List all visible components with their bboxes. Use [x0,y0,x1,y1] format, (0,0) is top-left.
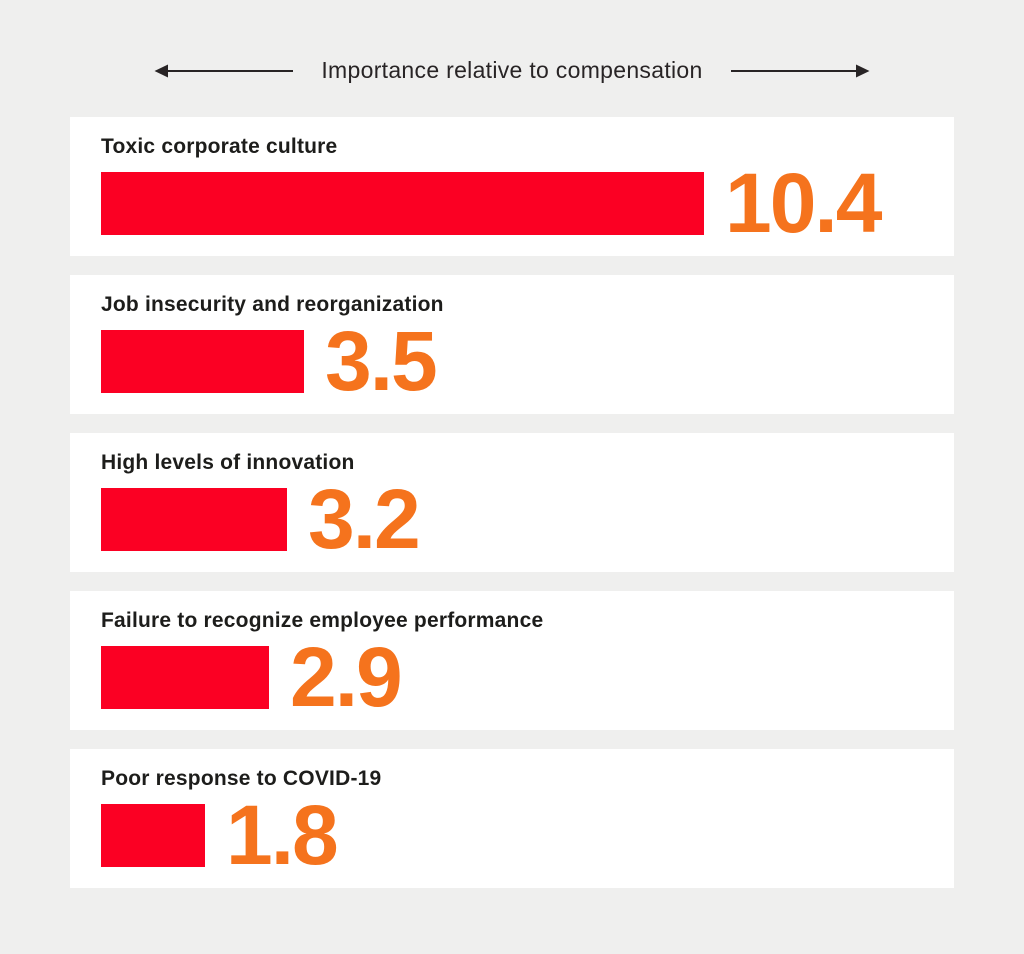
bar-value-label: 3.2 [308,472,421,566]
bar-value-label: 2.9 [290,630,403,724]
bar-list: Toxic corporate culture 10.4 Job insecur… [70,117,954,888]
bar [101,646,269,709]
bar [101,172,704,235]
bar-row-card: Toxic corporate culture 10.4 [70,117,954,256]
bar-row-card: Job insecurity and reorganization 3.5 [70,275,954,414]
bar-value-label: 10.4 [725,156,882,250]
bar-row: 10.4 [101,156,954,250]
bar-category-label: Toxic corporate culture [101,135,338,158]
right-arrow-icon [730,64,870,77]
bar [101,804,205,867]
bar-row-card: High levels of innovation 3.2 [70,433,954,572]
chart-header: Importance relative to compensation [0,0,1024,84]
bar-value-label: 3.5 [325,314,438,408]
bar-category-label: Job insecurity and reorganization [101,293,444,316]
bar-row: 2.9 [101,630,954,724]
bar-row-card: Failure to recognize employee performanc… [70,591,954,730]
bar-row: 1.8 [101,788,954,882]
bar [101,330,304,393]
bar-category-label: Poor response to COVID-19 [101,767,382,790]
bar-value-label: 1.8 [226,788,339,882]
bar-row: 3.5 [101,314,954,408]
bar-category-label: Failure to recognize employee performanc… [101,609,544,632]
bar-row: 3.2 [101,472,954,566]
left-arrow-icon [154,64,294,77]
chart-title: Importance relative to compensation [321,57,703,83]
bar-row-card: Poor response to COVID-19 1.8 [70,749,954,888]
bar [101,488,287,551]
bar-category-label: High levels of innovation [101,451,355,474]
